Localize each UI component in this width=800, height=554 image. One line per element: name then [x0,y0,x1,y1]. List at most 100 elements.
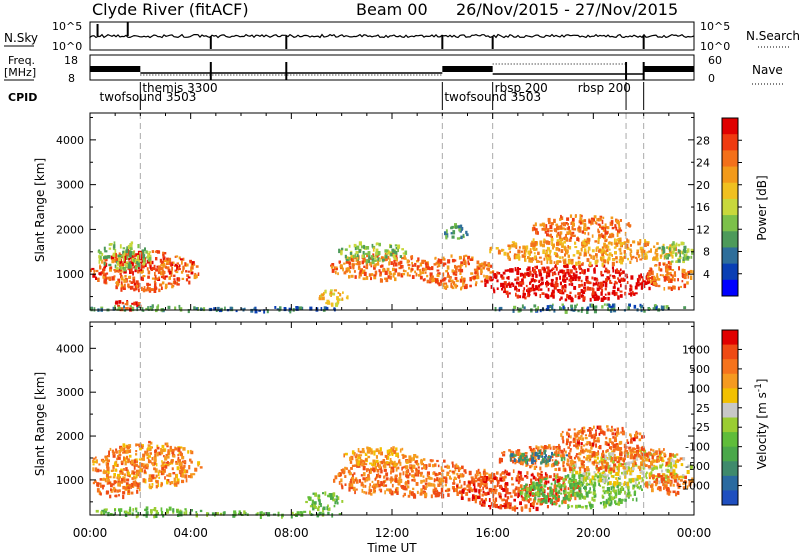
gate-cell [364,484,367,488]
gate-cell [549,224,553,229]
gate-cell [612,306,615,310]
gate-cell [566,231,570,235]
gate-cell [415,272,418,277]
gate-cell [338,480,341,485]
gate-cell [571,474,574,479]
gate-cell [562,259,565,262]
gate-cell [402,466,405,469]
gate-cell [130,285,134,290]
gate-cell [539,294,542,298]
gate-cell [503,290,506,294]
gate-cell [503,251,507,256]
gate-cell [539,223,543,227]
gate-cell [398,266,402,270]
gate-cell [128,253,132,258]
gate-cell [546,296,550,300]
gate-cell [534,461,537,465]
gate-cell [390,460,394,464]
gate-cell [560,214,562,219]
gate-cell [602,280,606,284]
gate-cell [588,261,592,266]
gate-cell [633,454,637,457]
gate-cell [167,282,171,285]
gate-cell [551,455,554,458]
gate-cell [440,466,443,471]
gate-cell [580,459,584,464]
gate-cell [333,289,337,292]
gate-cell [450,232,454,235]
gate-cell [574,463,577,468]
gate-cell [472,478,475,481]
gate-cell [412,493,416,497]
gate-cell [437,272,440,275]
gate-cell [118,476,121,479]
gate-cell [391,490,394,495]
gate-cell [566,491,570,494]
gate-cell [338,473,342,477]
gate-cell [412,487,415,491]
gate-cell [118,300,122,303]
gate-cell [442,282,445,287]
gate-cell [167,268,171,273]
gate-cell [455,225,458,229]
gate-cell [521,462,524,466]
gate-cell [687,270,691,275]
gate-cell [555,266,558,271]
gate-cell [96,488,100,493]
gate-cell [603,303,606,306]
gate-cell [558,489,560,492]
gate-cell [322,492,325,495]
gate-cell [569,449,572,453]
gate-cell [344,270,347,274]
gate-cell [665,468,668,472]
gate-cell [584,489,587,492]
gate-cell [575,444,579,449]
gate-cell [524,454,528,458]
gate-cell [490,277,493,282]
gate-cell [563,487,567,491]
gate-cell [120,463,124,466]
gate-cell [512,283,515,287]
gate-cell [129,247,132,250]
gate-cell [385,277,389,283]
gate-cell [642,466,645,470]
gate-cell [365,477,368,482]
gate-cell [540,451,544,456]
gate-cell [609,279,612,284]
gate-cell [172,454,176,458]
gate-cell [566,217,570,221]
gate-cell [178,470,182,475]
gate-cell [109,266,113,270]
gate-cell [391,248,395,253]
gate-cell [581,262,584,265]
gate-cell [609,481,612,486]
gate-cell [581,283,584,287]
gate-cell [538,280,540,283]
gate-cell [114,509,116,512]
gate-cell [383,469,387,472]
gate-cell [117,482,121,487]
gate-cell [327,504,329,507]
gate-cell [359,450,362,454]
gate-cell [624,245,627,249]
gate-cell [618,468,620,473]
gate-cell [527,256,530,260]
gate-cell [350,467,353,470]
gate-cell [591,217,594,220]
gate-cell [487,477,491,481]
gate-cell [355,263,359,266]
y-tick-label: 4000 [56,134,84,147]
gate-cell [655,305,658,310]
gate-cell [616,483,619,488]
gate-cell [133,288,136,292]
gate-cell [600,459,604,462]
gate-cell [501,498,504,502]
gate-cell [166,474,169,477]
gate-cell [633,450,637,454]
gate-cell [451,279,454,284]
gate-cell [150,512,153,516]
gate-cell [263,309,266,314]
gate-cell [570,232,572,235]
gate-cell [603,477,606,482]
gate-cell [652,459,655,464]
